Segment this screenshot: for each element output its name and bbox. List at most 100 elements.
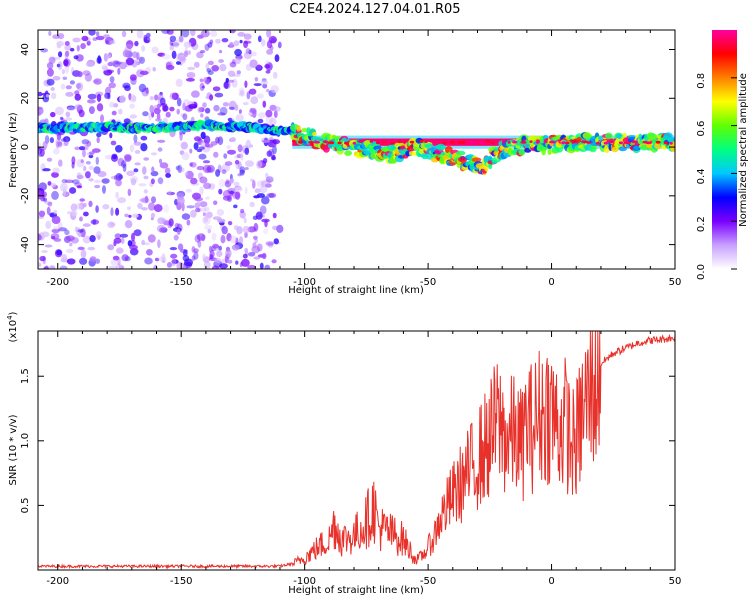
heatmap-noise-blob bbox=[71, 179, 80, 185]
heatmap-noise-blob bbox=[60, 138, 67, 142]
y-tick-label: -40 bbox=[20, 236, 31, 252]
heatmap-noise-blob bbox=[85, 171, 91, 179]
snr-y-ticks: 0.5 1.0 1.5 bbox=[20, 368, 675, 513]
x-tick-label: -100 bbox=[293, 277, 316, 288]
heatmap-band-speckle bbox=[631, 140, 638, 144]
heatmap-noise-blob bbox=[265, 70, 271, 74]
y-tick-label: 1.5 bbox=[20, 368, 31, 384]
heatmap-noise-blob bbox=[159, 227, 166, 233]
heatmap-noise-blob bbox=[256, 93, 264, 99]
heatmap-noise-blob bbox=[191, 90, 200, 98]
heatmap-noise-blob bbox=[195, 207, 201, 213]
heatmap-noise-blob bbox=[253, 83, 262, 87]
heatmap-noise-blob bbox=[176, 97, 182, 107]
heatmap-noise-blob bbox=[38, 91, 43, 97]
heatmap-noise-blob bbox=[176, 108, 180, 115]
heatmap-noise-blob bbox=[247, 264, 256, 269]
heatmap-ridge-blob bbox=[576, 136, 582, 143]
x-tick-label: -100 bbox=[293, 576, 316, 587]
heatmap-band-speckle bbox=[292, 139, 296, 143]
heatmap-noise-blob bbox=[107, 221, 115, 229]
heatmap-noise-blob bbox=[257, 118, 264, 124]
heatmap-noise-blob bbox=[227, 259, 233, 264]
heatmap-noise-blob bbox=[212, 265, 220, 269]
heatmap-noise-blob bbox=[131, 51, 139, 58]
heatmap-noise-blob bbox=[126, 206, 132, 211]
heatmap-noise-blob bbox=[86, 40, 91, 46]
heatmap-band-speckle bbox=[608, 140, 615, 144]
heatmap-noise-blob bbox=[266, 49, 274, 55]
heatmap-noise-blob bbox=[273, 238, 279, 245]
heatmap-noise-blob bbox=[276, 224, 284, 233]
heatmap-noise-blob bbox=[87, 93, 97, 100]
heatmap-noise-blob bbox=[272, 139, 280, 145]
heatmap-noise-blob bbox=[57, 61, 63, 70]
heatmap-noise-blob bbox=[204, 107, 211, 114]
heatmap-noise-blob bbox=[104, 154, 113, 160]
heatmap-noise-blob bbox=[219, 263, 228, 269]
heatmap-noise-blob bbox=[107, 62, 114, 67]
heatmap-noise-blob bbox=[48, 56, 56, 64]
heatmap-noise-blob bbox=[262, 158, 268, 164]
heatmap-noise-blob bbox=[96, 56, 102, 64]
heatmap-noise-blob bbox=[79, 216, 83, 222]
heatmap-noise-blob bbox=[144, 257, 153, 265]
heatmap-noise-blob bbox=[241, 258, 250, 267]
heatmap-band-speckle bbox=[535, 140, 540, 144]
heatmap-noise-blob bbox=[141, 239, 146, 246]
x-tick-label: 50 bbox=[669, 277, 682, 288]
y-tick-label: 0.5 bbox=[20, 497, 31, 513]
heatmap-noise-blob bbox=[234, 48, 243, 57]
snr-scale-exponent: 4 bbox=[6, 315, 14, 320]
heatmap-noise-blob bbox=[55, 140, 60, 149]
heatmap-noise-blob bbox=[186, 205, 195, 209]
heatmap-noise-blob bbox=[133, 134, 138, 143]
heatmap-noise-blob bbox=[80, 43, 86, 50]
heatmap-band-speckle bbox=[344, 141, 349, 145]
heatmap-noise-blob bbox=[175, 78, 183, 88]
x-tick-label: -150 bbox=[170, 576, 193, 587]
heatmap-noise-blob bbox=[215, 38, 221, 44]
heatmap-noise-blob bbox=[117, 67, 121, 75]
heatmap-ridge-blob bbox=[344, 150, 352, 156]
y-tick-label: 1.0 bbox=[20, 433, 31, 449]
heatmap-noise-blob bbox=[188, 103, 198, 109]
heatmap-noise-blob bbox=[272, 225, 279, 231]
heatmap-noise-blob bbox=[79, 257, 88, 265]
heatmap-noise-blob bbox=[134, 162, 141, 166]
heatmap-noise-blob bbox=[182, 102, 186, 111]
heatmap-noise-blob bbox=[261, 218, 270, 223]
heatmap-noise-blob bbox=[119, 233, 129, 238]
heatmap-noise-blob bbox=[200, 141, 207, 148]
heatmap-band-speckle bbox=[369, 140, 373, 143]
heatmap-noise-blob bbox=[125, 57, 135, 66]
heatmap-noise-blob bbox=[229, 61, 237, 68]
heatmap-band-speckle bbox=[669, 141, 673, 145]
heatmap-noise-blob bbox=[44, 265, 49, 269]
heatmap-noise-blob bbox=[217, 218, 226, 223]
heatmap-noise-blob bbox=[84, 73, 92, 82]
heatmap-noise-blob bbox=[234, 57, 241, 65]
heatmap-band-speckle bbox=[403, 139, 407, 143]
heatmap-noise-blob bbox=[143, 36, 151, 44]
heatmap-noise-blob bbox=[104, 92, 110, 99]
heatmap-noise-blob bbox=[131, 232, 135, 242]
heatmap-noise-blob bbox=[149, 105, 154, 114]
heatmap-noise-blob bbox=[197, 172, 203, 180]
x-tick-label: -150 bbox=[170, 277, 193, 288]
heatmap-noise-blob bbox=[259, 262, 264, 269]
heatmap-noise-blob bbox=[199, 176, 208, 184]
heatmap-noise-blob bbox=[102, 204, 110, 210]
heatmap-noise-blob bbox=[255, 211, 263, 220]
heatmap-noise-blob bbox=[96, 136, 100, 144]
heatmap-noise-blob bbox=[151, 196, 156, 204]
heatmap-noise-blob bbox=[277, 41, 282, 49]
heatmap-noise-blob bbox=[191, 246, 196, 253]
heatmap-noise-blob bbox=[215, 169, 221, 177]
colorbar-tick-label: 0.2 bbox=[696, 216, 707, 232]
heatmap-noise-blob bbox=[239, 210, 246, 219]
heatmap-noise-blob bbox=[124, 154, 132, 162]
heatmap-noise-blob bbox=[50, 87, 55, 91]
heatmap-noise-blob bbox=[83, 165, 87, 172]
heatmap-noise-blob bbox=[245, 139, 252, 149]
